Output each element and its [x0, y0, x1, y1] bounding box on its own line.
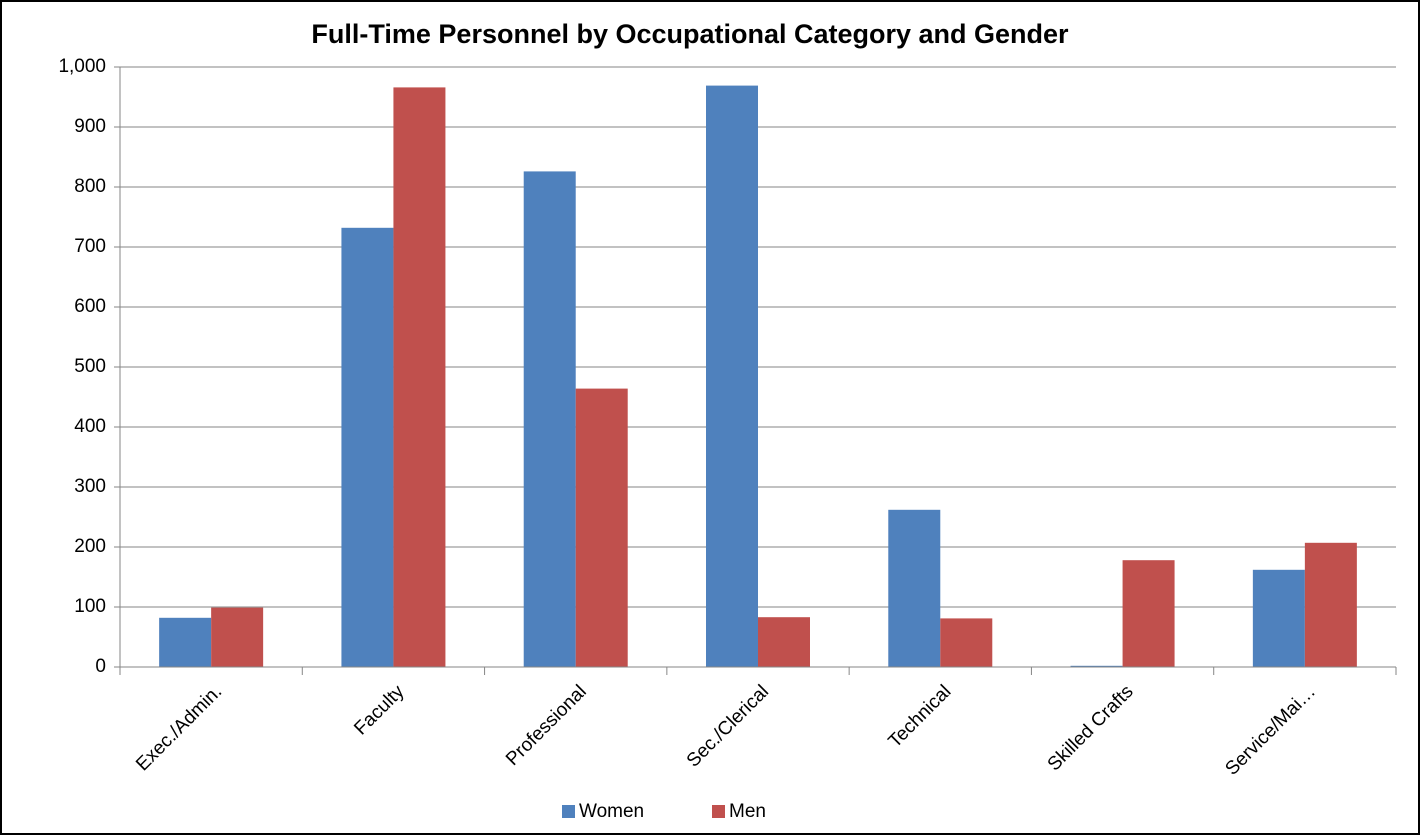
y-tick-label: 700 [74, 236, 106, 257]
bar [706, 85, 758, 668]
legend-label: Men [729, 801, 766, 822]
bar [523, 171, 576, 667]
y-tick-label: 0 [95, 656, 106, 677]
bar [888, 509, 941, 667]
chart-title: Full-Time Personnel by Occupational Cate… [311, 19, 1069, 49]
y-tick-label: 900 [74, 116, 106, 137]
y-tick-label: 200 [74, 536, 106, 557]
bar [940, 618, 993, 667]
bar [1304, 542, 1357, 667]
bar [211, 607, 264, 667]
y-tick-label: 400 [74, 416, 106, 437]
bar [1252, 569, 1305, 667]
y-tick-label: 300 [74, 476, 106, 497]
y-tick-label: 600 [74, 296, 106, 317]
bar [758, 617, 810, 667]
legend-swatch [712, 805, 725, 818]
bar [1070, 665, 1123, 667]
bar [575, 388, 628, 667]
y-tick-label: 100 [74, 596, 106, 617]
bar [1122, 560, 1175, 667]
legend-swatch [562, 805, 575, 818]
y-tick-label: 1,000 [58, 56, 106, 77]
bar [159, 617, 212, 667]
legend-label: Women [579, 801, 644, 822]
bar [393, 87, 446, 667]
y-tick-label: 500 [74, 356, 106, 377]
bar [341, 227, 394, 668]
y-tick-label: 800 [74, 176, 106, 197]
